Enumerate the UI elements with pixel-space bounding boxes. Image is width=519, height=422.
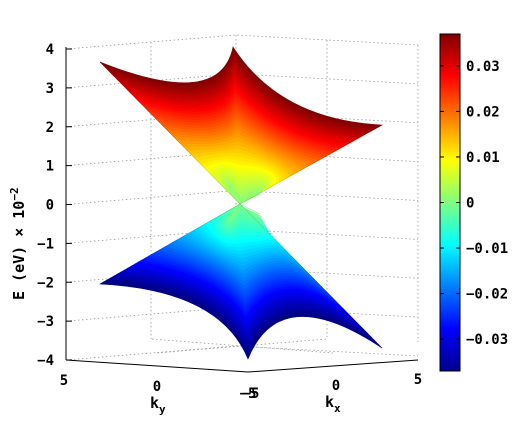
axes-frame [65, 47, 419, 373]
colorbar-tick-label: 0 [466, 196, 474, 212]
z-tick-label: −4 [37, 353, 54, 369]
colorbar-tick-label: 0.02 [466, 104, 500, 120]
z-tick-label: 0 [46, 198, 54, 214]
z-axis-ticks: 4 3 2 1 0 −1 −2 −3 −4 [37, 42, 72, 369]
z-tick-label: −2 [37, 275, 54, 291]
z-tick-label: 2 [46, 120, 54, 136]
kx-tick-label: 0 [332, 378, 340, 394]
kx-axis-label: kx [325, 393, 341, 415]
z-tick-label: 1 [46, 159, 54, 175]
colorbar-tick-label: −0.03 [466, 332, 508, 348]
ky-axis-label: ky [150, 394, 166, 416]
z-tick-label: 4 [46, 42, 54, 58]
z-axis-label-exponent: −2 [8, 187, 21, 200]
kx-tick-label: 5 [414, 372, 422, 388]
ky-tick-label: 0 [153, 379, 161, 395]
colorbar-tick-label: 0.03 [466, 59, 500, 75]
surface-upper-band [99, 46, 384, 205]
colorbar-tick-label: −0.02 [466, 287, 508, 303]
ky-tick-label: −5 [240, 386, 257, 402]
surface-strip [228, 186, 262, 205]
ky-tick-label: 5 [60, 373, 68, 389]
z-tick-label: −1 [37, 236, 54, 252]
ky-axis-label-subscript: y [159, 403, 166, 416]
surface-lower-band [98, 203, 383, 360]
colorbar-ticks: 0.03 0.02 0.01 0 −0.01 −0.02 −0.03 [440, 59, 508, 348]
z-tick-label: −3 [37, 314, 54, 330]
kx-tick-label: −5 [243, 386, 260, 402]
z-tick-label: 3 [46, 81, 54, 97]
colorbar-tick-label: 0.01 [466, 150, 500, 166]
colorbar-tick-label: −0.01 [466, 241, 508, 257]
ky-axis-ticks: 5 0 −5 [60, 373, 257, 402]
z-axis-label: E (eV) × 10−2 [8, 187, 28, 300]
kx-axis-ticks: −5 0 5 [243, 372, 423, 402]
kx-axis-label-subscript: x [334, 402, 341, 415]
